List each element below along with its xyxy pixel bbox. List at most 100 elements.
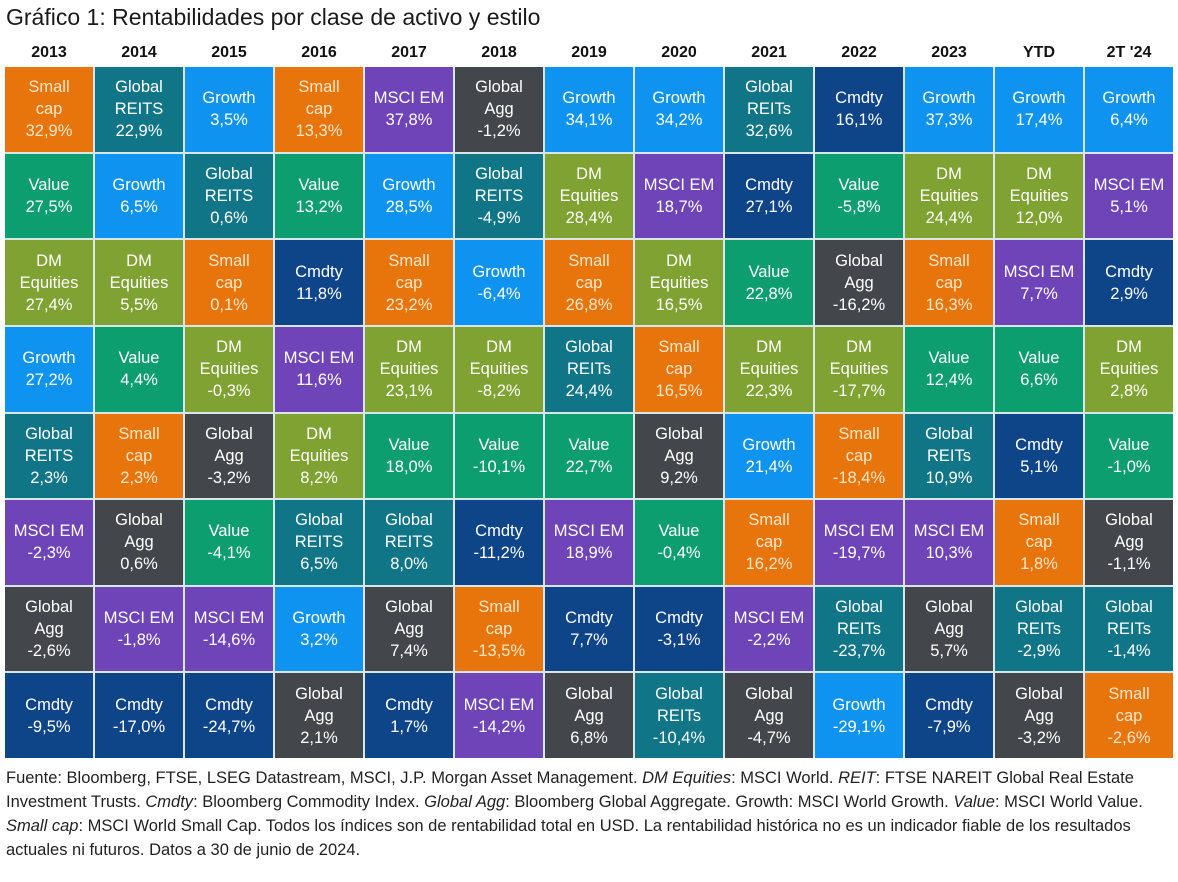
table-cell: DM Equities 2,8% [1085, 326, 1173, 412]
return-value: -4,7% [747, 728, 791, 747]
table-cell: Growth 37,3% [905, 67, 993, 152]
return-value: -17,0% [112, 717, 166, 736]
table-cell: Global REITs 10,9% [905, 413, 993, 499]
table-cell: Growth 17,4% [995, 67, 1083, 152]
asset-class-label: Global REITs [925, 424, 973, 465]
return-value: 1,7% [390, 717, 428, 736]
table-cell: Growth 34,1% [545, 67, 633, 152]
table-cell: MSCI EM 10,3% [905, 500, 993, 585]
table-cell: DM Equities -8,2% [455, 326, 543, 412]
return-value: -0,3% [207, 382, 251, 401]
return-value: -29,1% [832, 717, 886, 736]
table-cell: Small cap 16,5% [635, 326, 723, 412]
return-value: 27,5% [25, 197, 73, 216]
table-cell: Small cap 32,9% [5, 67, 93, 152]
table-cell: Global REITS 6,5% [275, 500, 363, 585]
asset-class-label: Growth [292, 609, 346, 628]
return-value: 6,5% [120, 197, 158, 216]
table-cell: Growth -6,4% [455, 240, 543, 325]
table-cell: Small cap 1,8% [995, 500, 1083, 585]
asset-class-label: Global REITS [384, 511, 434, 552]
return-value: 26,8% [565, 295, 613, 314]
asset-class-label: Small cap [1018, 511, 1060, 552]
table-cell: MSCI EM -14,6% [185, 586, 273, 672]
column-header: 2018 [481, 44, 517, 61]
asset-class-label: Cmdty [475, 522, 523, 541]
table-cell: DM Equities 5,5% [95, 240, 183, 325]
asset-class-label: DM Equities [469, 338, 529, 379]
asset-class-label: Value [118, 349, 160, 368]
return-value: 16,2% [745, 555, 793, 574]
column-header: 2023 [931, 44, 967, 61]
footnote-term: Global Agg [424, 793, 506, 811]
return-value: 34,1% [565, 111, 613, 130]
asset-class-label: DM Equities [829, 338, 889, 379]
table-cell: DM Equities 22,3% [725, 326, 813, 412]
asset-class-label: MSCI EM [373, 89, 445, 108]
column-headers: 2013 2014 2015 2016 2017 2018 2019 2020 2021 2022… [5, 44, 1173, 64]
column-header: 2016 [301, 44, 337, 61]
table-cell: Cmdty 2,9% [1085, 240, 1173, 325]
return-value: 6,5% [300, 555, 338, 574]
table-cell: Small cap -18,4% [815, 413, 903, 499]
asset-class-label: Cmdty [1105, 262, 1153, 281]
return-value: 32,9% [25, 122, 73, 141]
asset-class-label: Growth [1012, 89, 1066, 108]
return-value: 1,8% [1020, 555, 1058, 574]
table-cell: Global Agg -1,2% [455, 67, 543, 152]
return-value: 7,7% [570, 631, 608, 650]
return-value: 27,1% [745, 197, 793, 216]
return-value: 2,1% [300, 728, 338, 747]
table-cell: DM Equities 8,2% [275, 413, 363, 499]
table-cell: Global REITS 2,3% [5, 413, 93, 499]
return-value: 8,0% [390, 555, 428, 574]
table-cell: Value 6,6% [995, 326, 1083, 412]
column-header: 2022 [841, 44, 877, 61]
asset-class-label: DM Equities [649, 251, 709, 292]
asset-class-label: DM Equities [289, 424, 349, 465]
table-cell: Cmdty -17,0% [95, 673, 183, 758]
table-cell: Growth 28,5% [365, 153, 453, 239]
asset-class-label: Cmdty [1015, 435, 1063, 454]
table-cell: Growth -29,1% [815, 673, 903, 758]
asset-class-label: Small cap [748, 511, 790, 552]
table-cell: Global Agg 2,1% [275, 673, 363, 758]
table-cell: Growth 3,5% [185, 67, 273, 152]
return-value: 27,4% [25, 295, 73, 314]
return-value: 7,4% [390, 642, 428, 661]
table-cell: Growth 6,5% [95, 153, 183, 239]
asset-class-label: Global Agg [745, 684, 793, 725]
return-value: -1,0% [1107, 457, 1151, 476]
return-value: 5,7% [930, 642, 968, 661]
return-value: 6,4% [1110, 111, 1148, 130]
return-value: 16,3% [925, 295, 973, 314]
asset-class-label: Global REITS [294, 511, 344, 552]
return-value: -1,1% [1107, 555, 1151, 574]
chart-title: Gráfico 1: Rentabilidades por clase de a… [6, 4, 541, 30]
return-value: 3,5% [210, 111, 248, 130]
asset-class-label: Small cap [928, 251, 970, 292]
asset-class-label: Global REITs [1015, 598, 1063, 639]
return-value: 24,4% [925, 208, 973, 227]
table-cell: MSCI EM 7,7% [995, 240, 1083, 325]
column-header: 2021 [751, 44, 787, 61]
footnote-term: Small cap [6, 817, 79, 835]
asset-class-label: Global REITS [114, 78, 164, 119]
table-cell: Value 4,4% [95, 326, 183, 412]
table-cell: Global REITs -23,7% [815, 586, 903, 672]
footnote-text: : MSCI World. [731, 769, 839, 787]
return-value: -8,2% [477, 382, 521, 401]
asset-class-label: Value [838, 175, 880, 194]
returns-grid: Small cap 32,9% Value 27,5% DM Equities 27,4%… [5, 67, 1173, 758]
asset-class-label: MSCI EM [1003, 262, 1075, 281]
asset-class-label: Small cap [568, 251, 610, 292]
table-cell: Value 12,4% [905, 326, 993, 412]
table-cell: Global REITS 0,6% [185, 153, 273, 239]
return-value: -18,4% [832, 468, 886, 487]
table-cell: Value -10,1% [455, 413, 543, 499]
table-cell: MSCI EM -14,2% [455, 673, 543, 758]
asset-class-label: Global REITS [474, 164, 524, 205]
asset-class-label: Global REITs [565, 338, 613, 379]
asset-class-label: Cmdty [565, 609, 613, 628]
table-cell: Global REITS 8,0% [365, 500, 453, 585]
